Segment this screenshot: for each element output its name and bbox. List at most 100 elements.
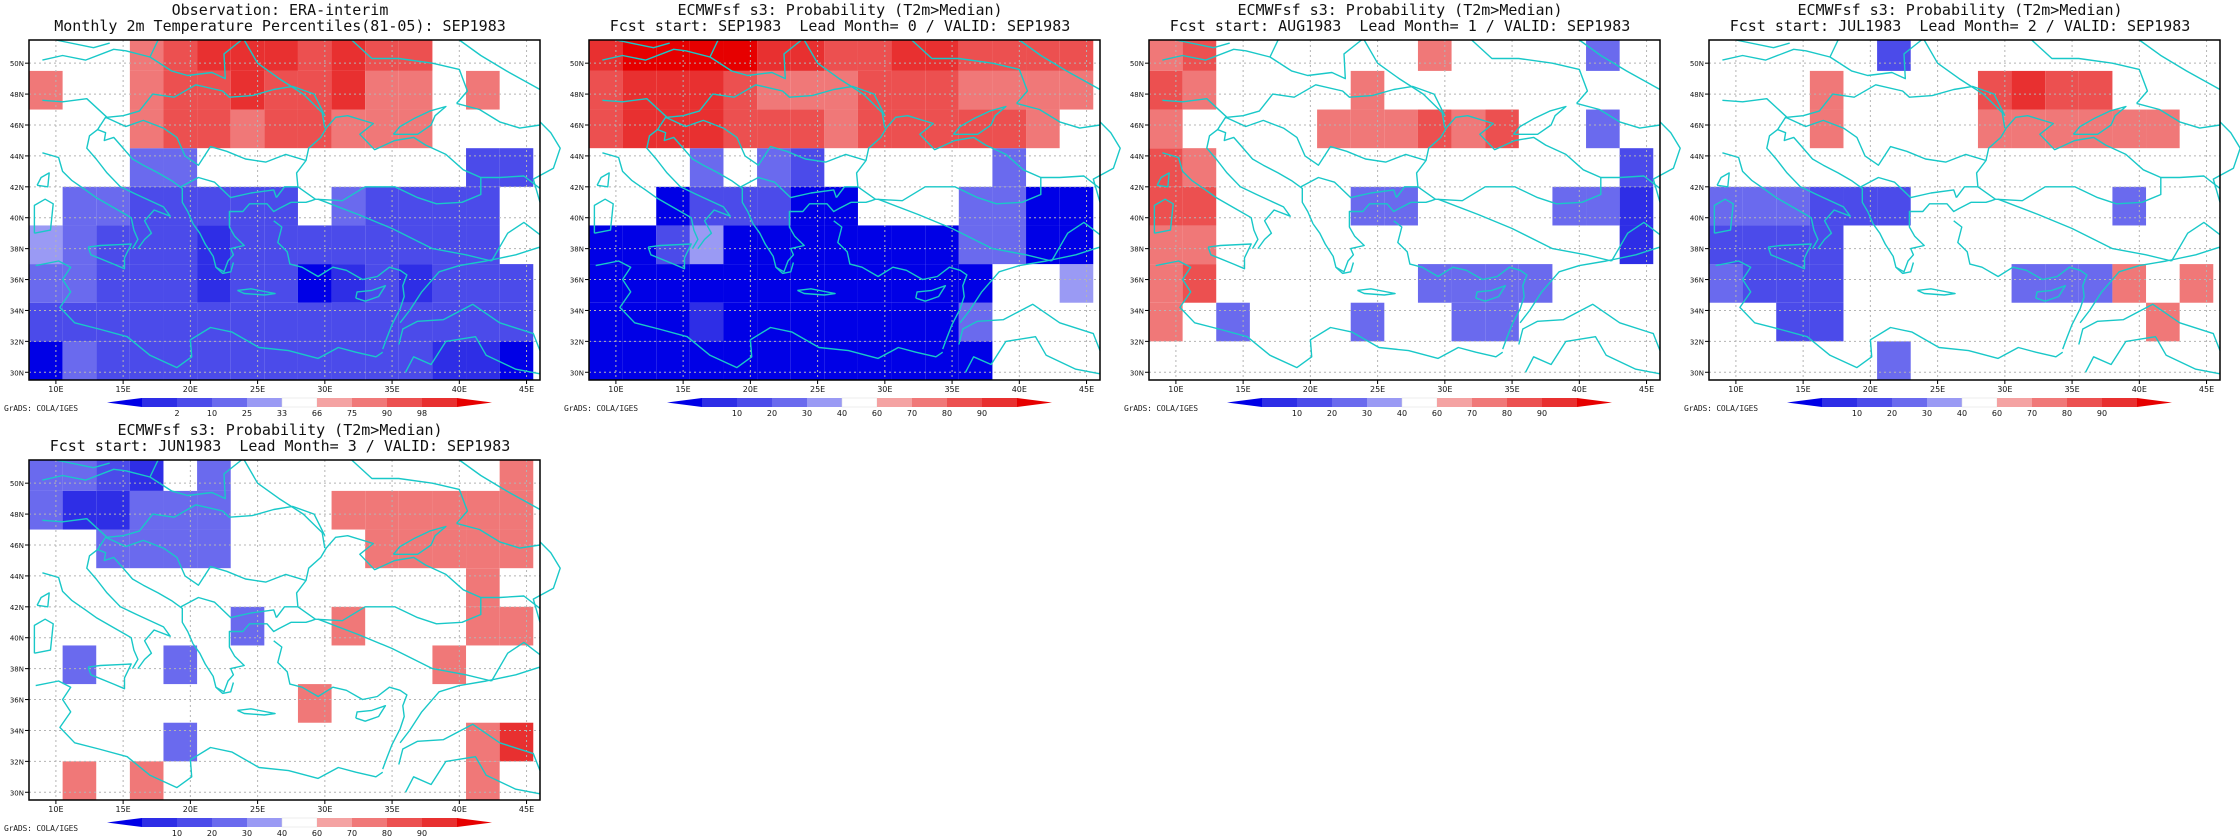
coastline <box>1953 220 2088 350</box>
heatmap-cell <box>197 264 231 303</box>
y-tick-label: 30N <box>10 369 24 377</box>
coastline <box>1722 84 2006 118</box>
heatmap-cell <box>398 225 433 265</box>
coastline <box>602 84 886 118</box>
coastline <box>404 336 541 375</box>
legend-swatch <box>142 818 177 827</box>
heatmap-cell <box>925 40 959 71</box>
y-tick-label: 48N <box>570 91 584 99</box>
color-legend: 10 20 30 40 60 70 80 90 <box>107 817 492 838</box>
y-tick-label: 46N <box>10 122 24 130</box>
coastline <box>1829 39 1839 58</box>
legend-swatch <box>387 398 422 407</box>
heatmap-cell <box>62 490 97 530</box>
heatmap-cell <box>264 302 298 342</box>
legend-label: 90 <box>382 409 392 418</box>
heatmap-cell <box>29 70 63 110</box>
heatmap-cell <box>589 70 623 110</box>
coastline <box>646 128 754 250</box>
coastline <box>398 303 541 351</box>
heatmap-cell <box>163 722 198 762</box>
coastline <box>42 504 326 538</box>
y-tick-label: 46N <box>570 122 584 130</box>
heatmap-cell <box>96 302 130 342</box>
heatmap-cell <box>499 529 534 569</box>
coastline <box>399 666 541 744</box>
heatmap-cell <box>824 341 858 380</box>
heatmap-cell <box>297 302 332 342</box>
heatmap-cell <box>499 264 534 303</box>
coastline <box>1269 39 1279 58</box>
panel-title-line2: Fcst start: SEP1983 Lead Month= 0 / VALI… <box>609 17 1071 35</box>
coastline <box>1335 262 1355 275</box>
x-tick-label: 45E <box>1079 385 1094 394</box>
coastline <box>215 682 235 695</box>
heatmap-cell <box>365 40 399 71</box>
heatmap-cell <box>790 148 825 187</box>
legend-swatch <box>947 398 982 407</box>
y-tick-label: 50N <box>10 480 24 488</box>
legend-swatch <box>982 398 1017 407</box>
heatmap-cell <box>129 70 164 110</box>
y-tick-label: 34N <box>1130 307 1144 315</box>
x-tick-label: 35E <box>1504 385 1519 394</box>
heatmap-cell <box>2045 264 2079 303</box>
y-tick-label: 42N <box>10 184 24 192</box>
heatmap-cell <box>1350 302 1385 342</box>
y-tick-label: 38N <box>10 666 24 674</box>
legend-swatch <box>1892 398 1927 407</box>
legend-swatch <box>772 398 807 407</box>
heatmap-cell <box>197 186 231 226</box>
heatmap-cell <box>1586 40 1620 71</box>
heatmap-cell <box>1877 186 1911 226</box>
heatmap-cell <box>129 341 164 380</box>
map-frame <box>28 39 541 381</box>
coastline <box>355 705 387 722</box>
heatmap-cell <box>197 109 231 149</box>
legend-label: 10 <box>207 409 217 418</box>
heatmap-cell <box>1809 186 1844 226</box>
heatmap-cell <box>992 70 1027 110</box>
heatmap-cell <box>1026 109 1060 149</box>
heatmap-cell <box>466 148 500 187</box>
heatmap-cell <box>432 264 467 303</box>
heatmap-cell <box>622 70 657 110</box>
legend-label: 70 <box>2027 409 2037 418</box>
coastline <box>87 243 132 270</box>
legend-label: 20 <box>1327 409 1337 418</box>
legend-label: 90 <box>977 409 987 418</box>
coastline <box>1162 39 1362 80</box>
legend-arrow-right <box>2137 398 2172 407</box>
panel-title-line1: ECMWFsf s3: Probability (T2m>Median) <box>1797 1 2123 19</box>
legend-label: 30 <box>802 409 812 418</box>
heatmap-cell <box>62 302 97 342</box>
heatmap-cell <box>757 40 791 71</box>
legend-label: 90 <box>417 829 427 838</box>
legend-swatch <box>1507 398 1542 407</box>
legend-label: 70 <box>1467 409 1477 418</box>
x-tick-label: 30E <box>1437 385 1452 394</box>
coastline <box>1512 105 1567 135</box>
heatmap-cell <box>129 264 164 303</box>
heatmap-cell <box>1809 264 1844 303</box>
y-tick-label: 30N <box>1130 369 1144 377</box>
heatmap-cell <box>925 109 959 149</box>
heatmap-cell <box>1149 40 1183 71</box>
heatmap-cell <box>1182 225 1217 265</box>
heatmap-cell <box>398 70 433 110</box>
grads-credit: GrADS: COLA/IGES <box>564 404 638 413</box>
coastline <box>55 39 110 49</box>
coastline <box>237 708 276 716</box>
coastline <box>317 618 492 682</box>
heatmap-cell <box>264 264 298 303</box>
heatmap-cell <box>958 186 993 226</box>
heatmap-cell <box>432 341 467 380</box>
panel-forecast-lead2: ECMWFsf s3: Probability (T2m>Median) Fcs… <box>1680 0 2240 420</box>
heatmap-cell <box>466 529 500 569</box>
coastline <box>1923 39 2006 129</box>
x-tick-label: 20E <box>743 385 758 394</box>
legend-swatch <box>352 818 387 827</box>
heatmap-cell <box>331 264 366 303</box>
coastline <box>36 592 50 608</box>
coastline <box>835 186 858 199</box>
